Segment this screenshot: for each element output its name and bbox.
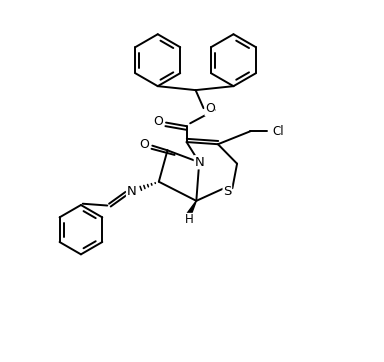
Text: O: O [205, 102, 215, 115]
Text: N: N [194, 156, 204, 169]
Text: H: H [185, 214, 194, 227]
Text: Cl: Cl [273, 125, 285, 138]
Text: N: N [194, 156, 204, 169]
Text: N: N [127, 185, 136, 198]
Text: S: S [223, 185, 232, 198]
Text: N: N [127, 185, 136, 198]
Text: O: O [153, 115, 163, 129]
Polygon shape [187, 201, 196, 215]
Text: Cl: Cl [273, 125, 285, 138]
Text: S: S [223, 185, 232, 198]
Text: O: O [153, 115, 163, 129]
Text: O: O [139, 138, 149, 151]
Text: O: O [205, 102, 215, 115]
Text: O: O [139, 138, 149, 151]
Text: H: H [185, 214, 194, 227]
